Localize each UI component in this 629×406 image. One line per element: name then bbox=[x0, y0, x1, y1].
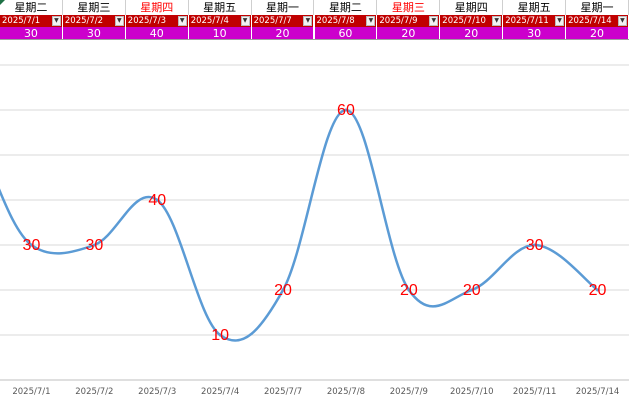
header-column: 星期三 2025/7/9 ▼ 20 bbox=[377, 0, 441, 40]
data-label: 40 bbox=[148, 192, 166, 209]
weekday-cell[interactable]: 星期二 bbox=[314, 0, 378, 15]
header-column: 星期二 2025/7/1 ▼ 30 bbox=[0, 0, 63, 40]
date-label: 2025/7/7 bbox=[253, 16, 292, 26]
weekday-cell[interactable]: 星期五 bbox=[188, 0, 252, 15]
date-filter-cell[interactable]: 2025/7/8 ▼ bbox=[314, 15, 378, 27]
x-tick-label: 2025/7/4 bbox=[201, 387, 239, 397]
x-tick-label: 2025/7/3 bbox=[138, 387, 176, 397]
value-cell[interactable]: 20 bbox=[566, 27, 629, 40]
date-label: 2025/7/10 bbox=[442, 16, 486, 26]
date-label: 2025/7/14 bbox=[568, 16, 612, 26]
data-label: 30 bbox=[526, 237, 544, 254]
header-column: 星期四 2025/7/10 ▼ 20 bbox=[440, 0, 504, 40]
data-point bbox=[344, 108, 348, 112]
data-point bbox=[407, 288, 411, 292]
date-label: 2025/7/11 bbox=[505, 16, 549, 26]
line-chart: 30 30 40 10 20 60 20 20 30 20 2025/7/1 2025/7/2 2025… bbox=[0, 64, 629, 397]
data-point bbox=[92, 243, 96, 247]
cell-comment-indicator bbox=[0, 0, 5, 5]
dropdown-arrow-icon[interactable]: ▼ bbox=[366, 16, 376, 26]
dropdown-arrow-icon[interactable]: ▼ bbox=[114, 16, 124, 26]
data-label: 20 bbox=[274, 282, 292, 299]
weekday-cell[interactable]: 星期二 bbox=[0, 0, 63, 15]
header-column: 星期一 2025/7/7 ▼ 20 bbox=[251, 0, 315, 40]
x-tick-label: 2025/7/14 bbox=[576, 387, 620, 397]
header-column: 星期一 2025/7/14 ▼ 20 bbox=[566, 0, 629, 40]
date-label: 2025/7/3 bbox=[127, 16, 166, 26]
date-filter-cell[interactable]: 2025/7/11 ▼ bbox=[503, 15, 567, 27]
x-tick-label: 2025/7/7 bbox=[264, 387, 302, 397]
weekday-cell[interactable]: 星期四 bbox=[440, 0, 504, 15]
date-filter-cell[interactable]: 2025/7/10 ▼ bbox=[440, 15, 504, 27]
value-cell[interactable]: 30 bbox=[503, 27, 567, 40]
data-label: 30 bbox=[23, 237, 41, 254]
x-tick-label: 2025/7/2 bbox=[75, 387, 113, 397]
value-cell[interactable]: 10 bbox=[188, 27, 252, 40]
date-filter-cell[interactable]: 2025/7/3 ▼ bbox=[125, 15, 189, 27]
weekday-cell[interactable]: 星期一 bbox=[566, 0, 629, 15]
date-filter-cell[interactable]: 2025/7/9 ▼ bbox=[377, 15, 441, 27]
data-point bbox=[533, 243, 537, 247]
date-filter-cell[interactable]: 2025/7/1 ▼ bbox=[0, 15, 63, 27]
dropdown-arrow-icon[interactable]: ▼ bbox=[51, 16, 61, 26]
header-column: 星期五 2025/7/11 ▼ 30 bbox=[503, 0, 567, 40]
data-label: 20 bbox=[589, 282, 607, 299]
dropdown-arrow-icon[interactable]: ▼ bbox=[492, 16, 502, 26]
dropdown-arrow-icon[interactable]: ▼ bbox=[240, 16, 250, 26]
dropdown-arrow-icon[interactable]: ▼ bbox=[429, 16, 439, 26]
weekday-cell[interactable]: 星期三 bbox=[377, 0, 441, 15]
dropdown-arrow-icon[interactable]: ▼ bbox=[617, 16, 627, 26]
weekday-cell[interactable]: 星期一 bbox=[251, 0, 315, 15]
dropdown-arrow-icon[interactable]: ▼ bbox=[555, 16, 565, 26]
dropdown-arrow-icon[interactable]: ▼ bbox=[177, 16, 187, 26]
date-label: 2025/7/4 bbox=[190, 16, 229, 26]
date-label: 2025/7/1 bbox=[2, 16, 41, 26]
value-cell[interactable]: 20 bbox=[377, 27, 441, 40]
header-column: 星期三 2025/7/2 ▼ 30 bbox=[62, 0, 126, 40]
date-label: 2025/7/8 bbox=[316, 16, 355, 26]
date-filter-cell[interactable]: 2025/7/2 ▼ bbox=[62, 15, 126, 27]
date-filter-cell[interactable]: 2025/7/4 ▼ bbox=[188, 15, 252, 27]
x-tick-label: 2025/7/11 bbox=[513, 387, 557, 397]
value-cell[interactable]: 60 bbox=[314, 27, 378, 40]
data-label: 10 bbox=[211, 327, 229, 344]
x-tick-label: 2025/7/8 bbox=[327, 387, 365, 397]
header-bottom-border bbox=[0, 39, 629, 40]
data-header-grid: 星期二 2025/7/1 ▼ 30 星期三 2025/7/2 ▼ 30 星期四 2025/7/3 ▼… bbox=[0, 0, 629, 40]
data-point bbox=[281, 288, 285, 292]
header-column: 星期四 2025/7/3 ▼ 40 bbox=[125, 0, 189, 40]
data-label: 20 bbox=[400, 282, 418, 299]
value-cell[interactable]: 30 bbox=[62, 27, 126, 40]
x-tick-label: 2025/7/10 bbox=[450, 387, 494, 397]
data-point bbox=[155, 198, 159, 202]
weekday-cell[interactable]: 星期三 bbox=[62, 0, 126, 15]
date-filter-cell[interactable]: 2025/7/14 ▼ bbox=[566, 15, 629, 27]
data-label: 30 bbox=[85, 237, 103, 254]
value-cell[interactable]: 40 bbox=[125, 27, 189, 40]
value-cell[interactable]: 30 bbox=[0, 27, 63, 40]
series-line bbox=[0, 108, 599, 342]
data-point bbox=[470, 288, 474, 292]
data-point bbox=[218, 333, 222, 337]
dropdown-arrow-icon[interactable]: ▼ bbox=[303, 16, 313, 26]
x-tick-label: 2025/7/1 bbox=[12, 387, 50, 397]
header-column: 星期五 2025/7/4 ▼ 10 bbox=[188, 0, 252, 40]
value-cell[interactable]: 20 bbox=[440, 27, 504, 40]
weekday-cell[interactable]: 星期四 bbox=[125, 0, 189, 15]
data-label: 20 bbox=[463, 282, 481, 299]
data-point bbox=[596, 288, 600, 292]
data-point bbox=[29, 243, 33, 247]
date-filter-cell[interactable]: 2025/7/7 ▼ bbox=[251, 15, 315, 27]
weekday-cell[interactable]: 星期五 bbox=[503, 0, 567, 15]
header-column: 星期二 2025/7/8 ▼ 60 bbox=[314, 0, 378, 40]
date-label: 2025/7/2 bbox=[64, 16, 104, 26]
date-label: 2025/7/9 bbox=[379, 16, 418, 26]
x-tick-label: 2025/7/9 bbox=[390, 387, 428, 397]
value-cell[interactable]: 20 bbox=[251, 27, 315, 40]
data-label: 60 bbox=[337, 102, 355, 119]
